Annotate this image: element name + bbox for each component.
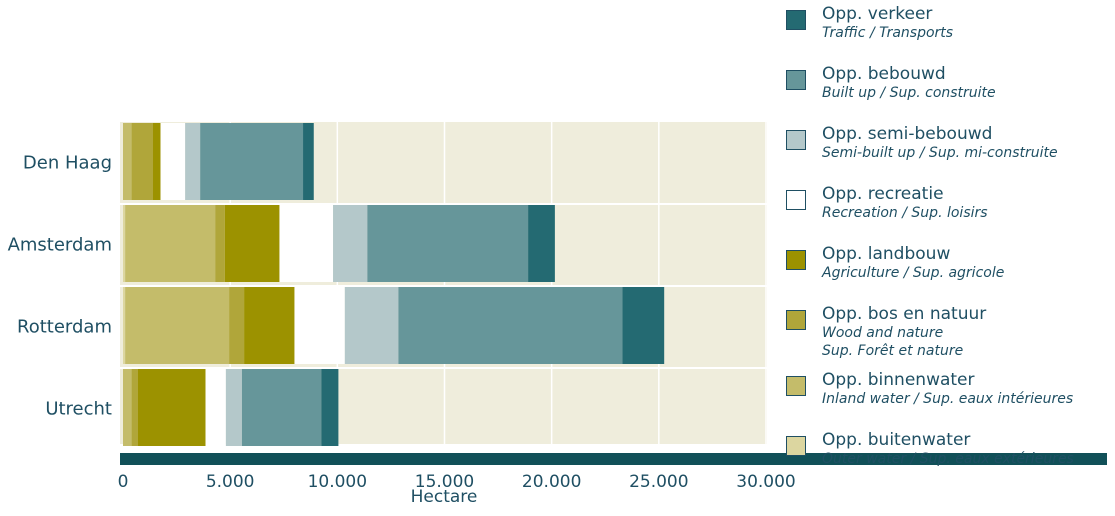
legend-series-translation: Built up / Sup. construite <box>822 85 996 101</box>
bar-segment <box>200 123 304 200</box>
x-tick-label: 15.000 <box>415 472 474 492</box>
bar-segment <box>125 287 230 364</box>
legend-swatch <box>786 70 806 90</box>
bar-segment <box>205 369 226 446</box>
bar-segment <box>123 205 126 282</box>
legend-series-name: Opp. landbouw <box>822 244 951 264</box>
legend-item: Opp. buitenwater Outer water / Sup. eaux … <box>784 430 1114 482</box>
legend: Opp. verkeer Traffic / Transports Opp. beb… <box>784 4 1114 490</box>
legend-text: Opp. bebouwd Built up / Sup. construite <box>822 64 996 102</box>
legend-item: Opp. semi-bebouwd Semi-built up / Sup. mi… <box>784 124 1114 176</box>
category-label: Den Haag <box>23 153 112 174</box>
category-label: Amsterdam <box>8 235 112 256</box>
legend-series-name: Opp. recreatie <box>822 184 944 204</box>
bar-segment <box>138 369 206 446</box>
legend-series-translation: Wood and nature <box>822 325 944 341</box>
legend-item: Opp. binnenwater Inland water / Sup. eaux… <box>784 370 1114 422</box>
bar-segment <box>153 123 161 200</box>
legend-series-name: Opp. verkeer <box>822 4 933 24</box>
bar-segment <box>123 369 132 446</box>
x-axis-title: Hectare <box>411 487 478 507</box>
bar-segment <box>321 369 339 446</box>
legend-item: Opp. verkeer Traffic / Transports <box>784 4 1114 56</box>
x-tick-label: 5.000 <box>206 472 255 492</box>
bar-segment <box>224 205 280 282</box>
bar-segment <box>279 205 334 282</box>
bar-segment <box>225 369 242 446</box>
legend-swatch <box>786 190 806 210</box>
legend-series-translation: Recreation / Sup. loisirs <box>822 205 988 221</box>
legend-swatch <box>786 436 806 456</box>
legend-series-name: Opp. semi-bebouwd <box>822 124 993 144</box>
bar-segment <box>398 287 623 364</box>
bar-segment <box>123 287 126 364</box>
legend-text: Opp. binnenwater Inland water / Sup. eaux… <box>822 370 1073 408</box>
bar-segment <box>294 287 345 364</box>
legend-swatch <box>786 310 806 330</box>
bar-segment <box>333 205 368 282</box>
legend-series-translation: Semi-built up / Sup. mi-construite <box>822 145 1058 161</box>
bar-segment <box>229 287 245 364</box>
category-labels: Den Haag Amsterdam Rotterdam Utrecht <box>8 153 112 420</box>
legend-swatch <box>786 250 806 270</box>
bar-segment <box>215 205 225 282</box>
x-tick-label: 30.000 <box>736 472 795 492</box>
legend-swatch <box>786 10 806 30</box>
x-tick-label: 10.000 <box>308 472 367 492</box>
x-axis-bar <box>120 453 1107 465</box>
legend-text: Opp. semi-bebouwd Semi-built up / Sup. mi… <box>822 124 1058 162</box>
x-tick-label: 20.000 <box>522 472 581 492</box>
bar-segment <box>241 369 322 446</box>
x-tick-label: 0 <box>118 472 129 492</box>
category-label: Rotterdam <box>17 317 112 338</box>
legend-text: Opp. verkeer Traffic / Transports <box>822 4 953 42</box>
gridlines <box>120 122 767 444</box>
legend-series-translation: Traffic / Transports <box>822 25 954 41</box>
bar-segment <box>131 369 139 446</box>
x-tick-labels: 0 5.000 10.000 15.000 20.000 25.000 30.000 <box>118 472 796 492</box>
legend-text: Opp. landbouw Agriculture / Sup. agricole <box>822 244 1004 282</box>
legend-series-translation: Inland water / Sup. eaux intérieures <box>822 391 1074 407</box>
legend-item: Opp. bebouwd Built up / Sup. construite <box>784 64 1114 116</box>
category-label: Utrecht <box>45 399 112 420</box>
bars <box>123 123 665 446</box>
legend-series-translation: Sup. Forêt et nature <box>822 343 964 359</box>
bar-segment <box>622 287 665 364</box>
legend-series-name: Opp. buitenwater <box>822 430 971 450</box>
legend-item: Opp. landbouw Agriculture / Sup. agricole <box>784 244 1114 296</box>
bar-segment <box>303 123 314 200</box>
legend-item: Opp. bos en natuur Wood and nature Sup. Fo… <box>784 304 1114 370</box>
bar-segment <box>244 287 295 364</box>
bar-segment <box>344 287 399 364</box>
legend-series-name: Opp. bos en natuur <box>822 304 987 324</box>
bar-segment <box>528 205 555 282</box>
legend-swatch <box>786 130 806 150</box>
bar-segment <box>367 205 529 282</box>
legend-series-name: Opp. binnenwater <box>822 370 975 390</box>
bar-segment <box>160 123 186 200</box>
legend-text: Opp. recreatie Recreation / Sup. loisirs <box>822 184 988 222</box>
legend-series-name: Opp. bebouwd <box>822 64 946 84</box>
x-tick-label: 25.000 <box>629 472 688 492</box>
legend-series-translation: Outer water / Sup. eaux extérieures <box>822 451 1074 467</box>
legend-series-translation: Agriculture / Sup. agricole <box>822 265 1005 281</box>
bar-segment <box>123 123 132 200</box>
bar-segment <box>185 123 201 200</box>
legend-text: Opp. bos en natuur Wood and nature Sup. Fo… <box>822 304 986 360</box>
bar-segment <box>131 123 154 200</box>
legend-swatch <box>786 376 806 396</box>
bar-segment <box>125 205 216 282</box>
legend-text: Opp. buitenwater Outer water / Sup. eaux … <box>822 430 1074 468</box>
legend-item: Opp. recreatie Recreation / Sup. loisirs <box>784 184 1114 236</box>
